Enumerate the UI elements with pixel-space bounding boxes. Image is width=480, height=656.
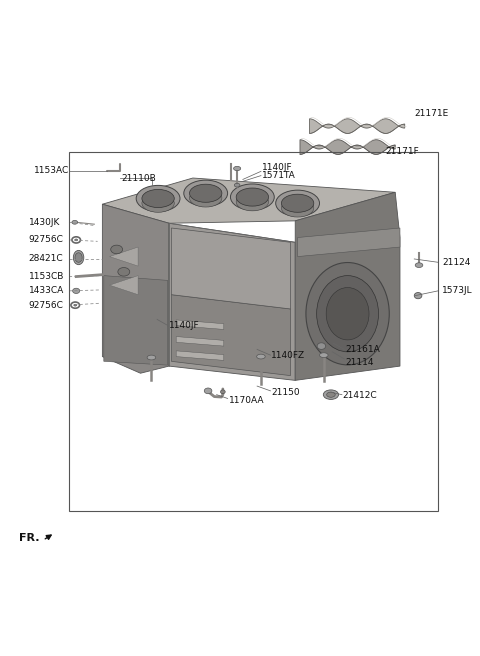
Polygon shape — [102, 204, 169, 373]
Polygon shape — [300, 140, 395, 154]
Polygon shape — [176, 320, 224, 329]
Ellipse shape — [276, 190, 320, 216]
Ellipse shape — [234, 183, 240, 187]
Ellipse shape — [306, 262, 389, 365]
Ellipse shape — [136, 186, 180, 212]
Text: 1571TA: 1571TA — [262, 171, 296, 180]
Ellipse shape — [220, 390, 225, 394]
Ellipse shape — [72, 220, 78, 224]
Ellipse shape — [257, 354, 265, 359]
Polygon shape — [104, 276, 168, 365]
Ellipse shape — [75, 239, 78, 241]
Ellipse shape — [236, 193, 268, 211]
Text: 1170AA: 1170AA — [228, 396, 264, 405]
Ellipse shape — [234, 167, 240, 171]
Ellipse shape — [230, 184, 274, 210]
Text: 21171F: 21171F — [386, 148, 420, 156]
Ellipse shape — [74, 304, 77, 306]
Text: FR.: FR. — [19, 533, 39, 543]
Ellipse shape — [324, 390, 338, 400]
Text: 1140JF: 1140JF — [262, 163, 292, 172]
Ellipse shape — [415, 263, 423, 268]
Ellipse shape — [190, 184, 222, 202]
Polygon shape — [176, 351, 224, 360]
Ellipse shape — [73, 251, 84, 264]
Polygon shape — [295, 192, 400, 380]
Ellipse shape — [281, 199, 314, 217]
Ellipse shape — [142, 194, 174, 213]
Ellipse shape — [184, 180, 228, 207]
Ellipse shape — [317, 343, 326, 350]
Ellipse shape — [236, 188, 268, 206]
Ellipse shape — [317, 276, 379, 352]
Ellipse shape — [118, 268, 130, 276]
Text: 1433CA: 1433CA — [29, 287, 64, 295]
Ellipse shape — [204, 388, 212, 394]
Ellipse shape — [142, 190, 174, 207]
Ellipse shape — [414, 293, 422, 298]
FancyArrowPatch shape — [45, 535, 51, 539]
Text: 21171E: 21171E — [414, 110, 448, 118]
Polygon shape — [102, 178, 395, 223]
Text: 1430JK: 1430JK — [29, 218, 60, 227]
Text: 21161A: 21161A — [345, 345, 380, 354]
Polygon shape — [109, 276, 138, 295]
Text: 28421C: 28421C — [29, 255, 63, 264]
Text: 92756C: 92756C — [29, 236, 63, 245]
Polygon shape — [169, 223, 295, 380]
Ellipse shape — [75, 253, 82, 262]
Ellipse shape — [72, 288, 80, 293]
Ellipse shape — [320, 353, 328, 358]
Polygon shape — [310, 119, 405, 133]
Text: 21412C: 21412C — [343, 391, 377, 400]
Text: 92756C: 92756C — [29, 300, 63, 310]
Polygon shape — [171, 295, 290, 376]
Polygon shape — [298, 228, 400, 256]
Ellipse shape — [147, 355, 156, 360]
Polygon shape — [176, 337, 224, 346]
Text: 1153CB: 1153CB — [29, 272, 64, 281]
Text: 1153AC: 1153AC — [34, 167, 69, 175]
Polygon shape — [171, 228, 290, 309]
Ellipse shape — [190, 189, 222, 207]
Ellipse shape — [327, 392, 335, 398]
Ellipse shape — [326, 287, 369, 340]
Text: 21110B: 21110B — [121, 173, 156, 182]
Text: 21150: 21150 — [271, 388, 300, 397]
Text: 1140FZ: 1140FZ — [271, 351, 306, 359]
Text: 21114: 21114 — [345, 358, 374, 367]
Text: 21124: 21124 — [442, 258, 470, 267]
Ellipse shape — [111, 245, 122, 254]
Ellipse shape — [281, 194, 314, 213]
Polygon shape — [109, 247, 138, 266]
Text: 1140JF: 1140JF — [169, 321, 200, 330]
Text: 1573JL: 1573JL — [442, 287, 472, 295]
